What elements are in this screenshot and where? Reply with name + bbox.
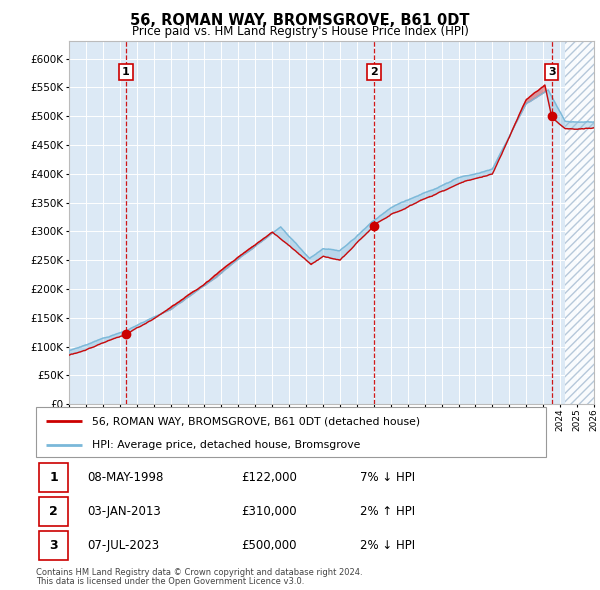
Text: £122,000: £122,000 xyxy=(241,471,297,484)
Text: 2: 2 xyxy=(370,67,378,77)
Text: 07-JUL-2023: 07-JUL-2023 xyxy=(88,539,160,552)
Text: HPI: Average price, detached house, Bromsgrove: HPI: Average price, detached house, Brom… xyxy=(92,440,361,450)
Text: Price paid vs. HM Land Registry's House Price Index (HPI): Price paid vs. HM Land Registry's House … xyxy=(131,25,469,38)
Text: 08-MAY-1998: 08-MAY-1998 xyxy=(88,471,164,484)
Text: Contains HM Land Registry data © Crown copyright and database right 2024.: Contains HM Land Registry data © Crown c… xyxy=(36,568,362,576)
Text: 1: 1 xyxy=(49,471,58,484)
Text: 2: 2 xyxy=(49,505,58,519)
Text: 56, ROMAN WAY, BROMSGROVE, B61 0DT (detached house): 56, ROMAN WAY, BROMSGROVE, B61 0DT (deta… xyxy=(92,416,420,426)
Text: 1: 1 xyxy=(122,67,130,77)
Text: 3: 3 xyxy=(49,539,58,552)
Text: £500,000: £500,000 xyxy=(241,539,296,552)
Text: This data is licensed under the Open Government Licence v3.0.: This data is licensed under the Open Gov… xyxy=(36,577,304,586)
Text: 2% ↑ HPI: 2% ↑ HPI xyxy=(360,505,415,519)
FancyBboxPatch shape xyxy=(39,463,68,492)
Text: 56, ROMAN WAY, BROMSGROVE, B61 0DT: 56, ROMAN WAY, BROMSGROVE, B61 0DT xyxy=(130,13,470,28)
Bar xyxy=(565,41,594,404)
Text: £310,000: £310,000 xyxy=(241,505,297,519)
Text: 2% ↓ HPI: 2% ↓ HPI xyxy=(360,539,415,552)
Text: 7% ↓ HPI: 7% ↓ HPI xyxy=(360,471,415,484)
FancyBboxPatch shape xyxy=(36,407,546,457)
Text: 03-JAN-2013: 03-JAN-2013 xyxy=(88,505,161,519)
FancyBboxPatch shape xyxy=(39,532,68,560)
FancyBboxPatch shape xyxy=(39,497,68,526)
Text: 3: 3 xyxy=(548,67,556,77)
